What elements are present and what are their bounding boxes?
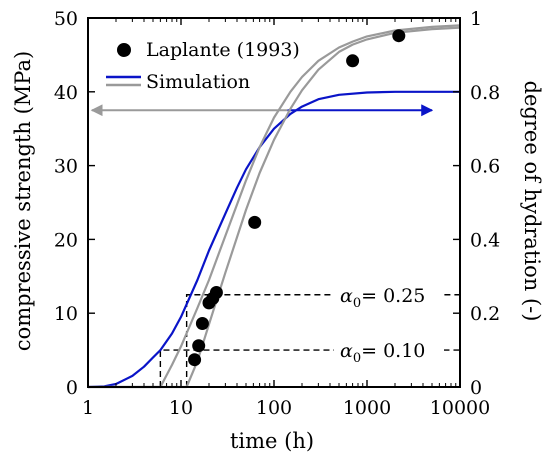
series-line-2 bbox=[88, 24, 461, 389]
y-left-tick-label: 20 bbox=[54, 229, 78, 251]
y-left-tick-label: 30 bbox=[54, 156, 78, 178]
y-left-axis-title: compressive strength (MPa) bbox=[11, 51, 35, 351]
data-point bbox=[188, 353, 202, 367]
y-right-tick-label: 0.8 bbox=[470, 82, 500, 104]
dashed-label-1: α0= 0.10 bbox=[340, 340, 425, 366]
y-right-axis-title: degree of hydration (-) bbox=[520, 81, 544, 322]
x-axis-title: time (h) bbox=[230, 429, 314, 453]
legend-marker-laplante bbox=[117, 43, 131, 57]
y-left-tick-label: 10 bbox=[54, 303, 78, 325]
data-points bbox=[188, 29, 406, 367]
data-point bbox=[195, 317, 209, 330]
x-tick-label: 100 bbox=[256, 397, 292, 419]
x-tick-label: 1 bbox=[82, 397, 94, 419]
y-right-tick-label: 0.2 bbox=[470, 303, 500, 325]
series-line-3 bbox=[88, 26, 461, 389]
data-point bbox=[392, 29, 406, 43]
y-right-tick-label: 1 bbox=[470, 8, 482, 30]
y-left-tick-label: 50 bbox=[54, 8, 78, 30]
legend-label-simulation: Simulation bbox=[146, 71, 250, 93]
dashed-guide-1 bbox=[159, 349, 460, 387]
x-tick-label: 1000 bbox=[343, 397, 391, 419]
dashed-label-bg-1 bbox=[334, 336, 444, 365]
data-point bbox=[346, 54, 360, 68]
y-left-tick-label: 0 bbox=[66, 377, 78, 399]
series-layer bbox=[87, 24, 461, 389]
data-point bbox=[192, 339, 206, 353]
series-line-1 bbox=[87, 90, 460, 389]
x-tick-label: 10000 bbox=[430, 397, 490, 419]
data-point bbox=[209, 286, 223, 299]
dashed-label-0: α0= 0.25 bbox=[340, 285, 425, 311]
y-right-tick-label: 0 bbox=[470, 377, 482, 399]
legend: Laplante (1993) Simulation bbox=[106, 39, 300, 93]
annotations-layer: α0= 0.25 α0= 0.10 bbox=[90, 104, 460, 387]
y-right-tick-label: 0.6 bbox=[470, 156, 500, 178]
plot-frame bbox=[87, 17, 461, 388]
y-right-tick-label: 0.4 bbox=[470, 229, 500, 251]
x-tick-label: 10 bbox=[169, 397, 193, 419]
data-point bbox=[248, 215, 262, 229]
dashed-label-bg-0 bbox=[334, 280, 444, 309]
y-left-tick-label: 40 bbox=[54, 82, 78, 104]
legend-label-laplante: Laplante (1993) bbox=[146, 39, 300, 61]
